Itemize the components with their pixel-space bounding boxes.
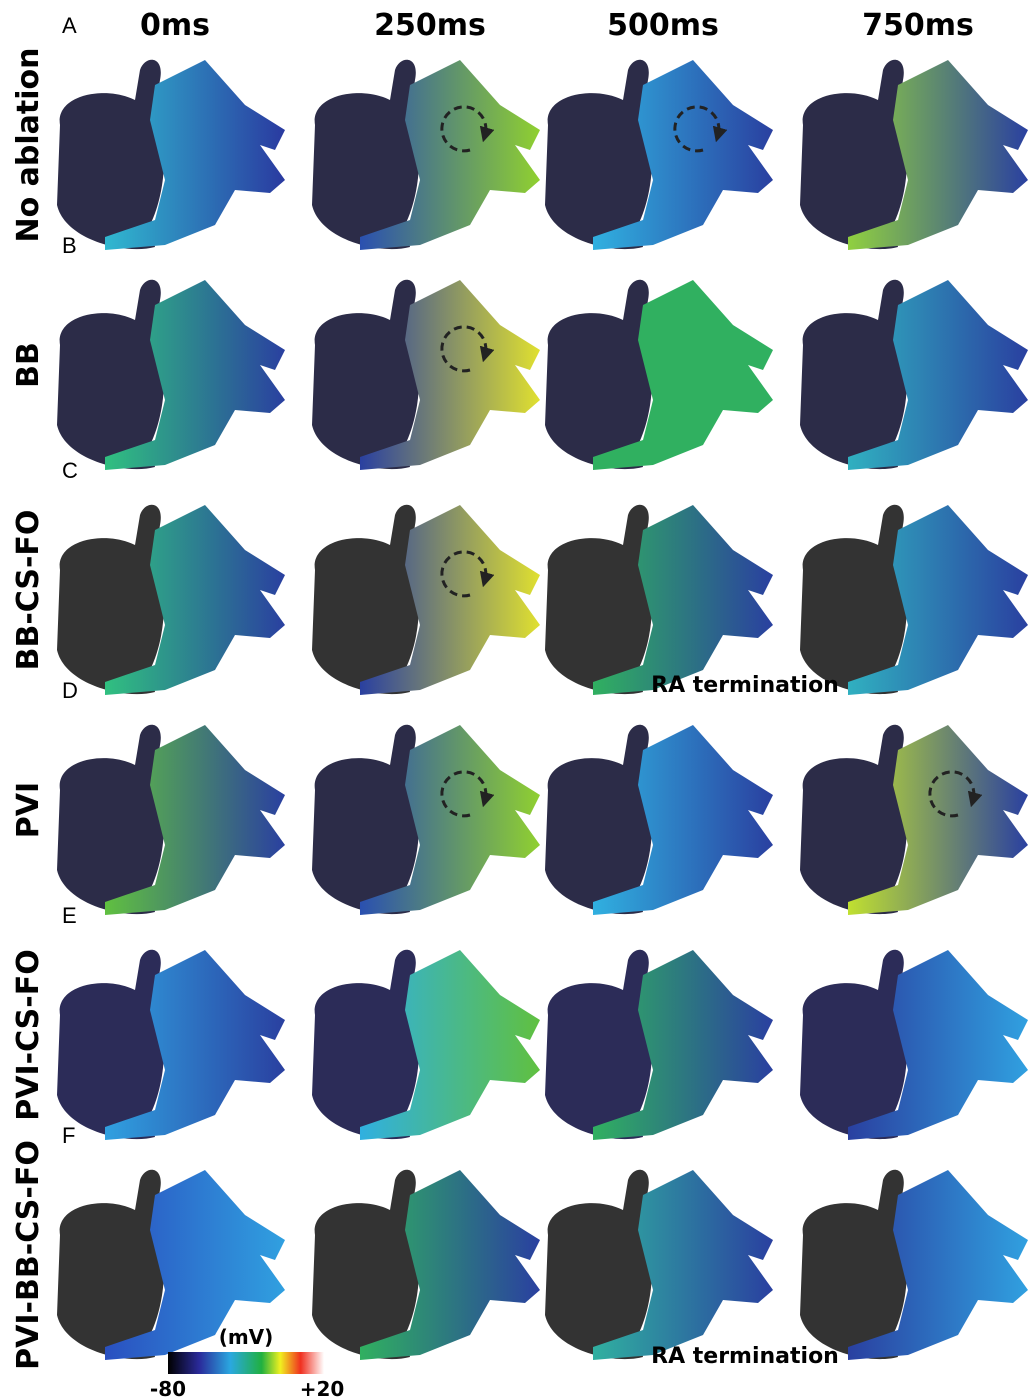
atria-panel bbox=[800, 60, 1028, 250]
right-atrium bbox=[545, 1170, 652, 1359]
atria-panel bbox=[57, 60, 285, 250]
figure: RA termination RA termination (mV) -80 +… bbox=[0, 0, 1030, 1399]
panel-letter: E bbox=[62, 903, 77, 928]
colorbar-min: -80 bbox=[150, 1377, 186, 1399]
row-label: BB-CS-FO bbox=[11, 510, 46, 671]
right-atrium bbox=[545, 60, 652, 249]
column-header: 500ms bbox=[607, 8, 719, 43]
atria-panel bbox=[57, 725, 285, 915]
right-atrium bbox=[800, 950, 907, 1139]
right-atrium bbox=[312, 60, 419, 249]
right-atrium bbox=[545, 950, 652, 1139]
colorbar-max: +20 bbox=[300, 1377, 345, 1399]
colorbar bbox=[168, 1352, 324, 1374]
right-atrium bbox=[312, 280, 419, 469]
right-atrium bbox=[312, 950, 419, 1139]
atria-panel bbox=[57, 280, 285, 470]
row-label: BB bbox=[11, 342, 46, 388]
panel-letter: B bbox=[62, 233, 77, 258]
right-atrium bbox=[545, 280, 652, 469]
atria-panel bbox=[545, 950, 773, 1140]
right-atrium bbox=[800, 725, 907, 914]
panels bbox=[57, 60, 1028, 1360]
annotation: RA termination bbox=[651, 673, 839, 698]
colorbar-unit: (mV) bbox=[219, 1325, 274, 1349]
atria-panel bbox=[545, 60, 773, 250]
atria-panel bbox=[312, 505, 540, 695]
atria-panel bbox=[545, 280, 773, 470]
column-header: 0ms bbox=[140, 8, 210, 43]
right-atrium bbox=[57, 60, 164, 249]
atria-panel bbox=[545, 505, 773, 695]
right-atrium bbox=[800, 505, 907, 694]
right-atrium bbox=[545, 505, 652, 694]
atria-panel bbox=[800, 505, 1028, 695]
right-atrium bbox=[57, 280, 164, 469]
atria-panel bbox=[545, 1170, 773, 1360]
right-atrium bbox=[312, 1170, 419, 1359]
atria-panel bbox=[545, 725, 773, 915]
panel-letter: A bbox=[62, 13, 77, 38]
panel-letter: C bbox=[62, 458, 78, 483]
row-label: PVI-CS-FO bbox=[11, 949, 46, 1120]
atria-panel bbox=[800, 280, 1028, 470]
atria-panel bbox=[312, 725, 540, 915]
panel-letter: F bbox=[62, 1123, 75, 1148]
right-atrium bbox=[312, 505, 419, 694]
right-atrium bbox=[57, 505, 164, 694]
atria-panel bbox=[57, 505, 285, 695]
atria-panel bbox=[312, 280, 540, 470]
row-label: PVI-BB-CS-FO bbox=[11, 1140, 46, 1370]
row-label: PVI bbox=[11, 782, 46, 838]
right-atrium bbox=[800, 1170, 907, 1359]
atria-panel bbox=[312, 60, 540, 250]
atria-panel bbox=[57, 950, 285, 1140]
panel-letter: D bbox=[62, 678, 78, 703]
right-atrium bbox=[312, 725, 419, 914]
atria-panel bbox=[800, 1170, 1028, 1360]
right-atrium bbox=[800, 280, 907, 469]
atria-panel bbox=[800, 725, 1028, 915]
right-atrium bbox=[57, 725, 164, 914]
column-header: 750ms bbox=[862, 8, 974, 43]
row-label: No ablation bbox=[11, 48, 46, 243]
right-atrium bbox=[57, 950, 164, 1139]
right-atrium bbox=[57, 1170, 164, 1359]
atria-panel bbox=[312, 950, 540, 1140]
right-atrium bbox=[800, 60, 907, 249]
atria-panel bbox=[800, 950, 1028, 1140]
right-atrium bbox=[545, 725, 652, 914]
column-header: 250ms bbox=[374, 8, 486, 43]
atria-panel bbox=[312, 1170, 540, 1360]
annotation: RA termination bbox=[651, 1344, 839, 1369]
